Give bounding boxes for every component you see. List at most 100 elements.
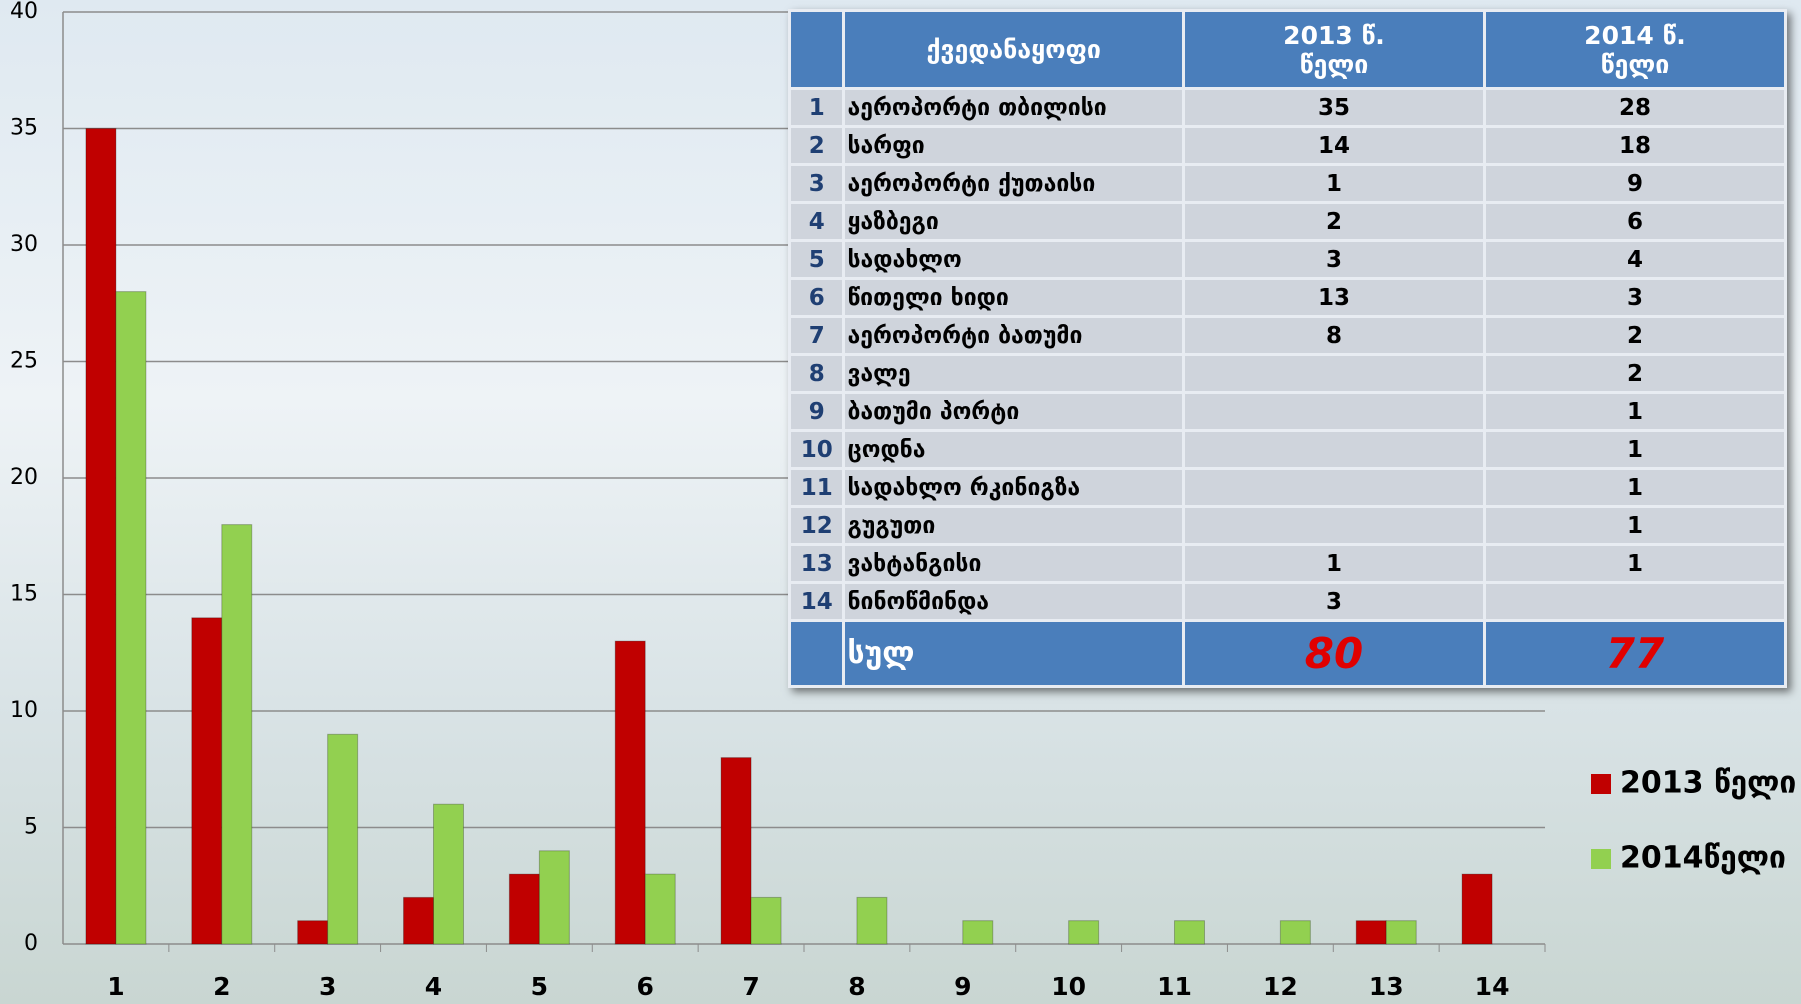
table-cell: აეროპორტი ბათუმი	[842, 315, 1185, 356]
table-cell: 1	[1482, 467, 1788, 508]
table-cell: 3	[1182, 581, 1486, 622]
table-cell: სულ	[842, 619, 1185, 688]
y-tick-label: 5	[24, 815, 38, 840]
table-cell: 14	[787, 581, 846, 622]
table-cell: წითელი ხიდი	[842, 277, 1185, 318]
table-cell	[1182, 391, 1486, 432]
y-tick-label: 30	[10, 232, 38, 257]
bar	[191, 617, 223, 945]
table-cell: 1	[1482, 505, 1788, 546]
table-cell: ქვედანაყოფი	[842, 9, 1185, 90]
table-cell	[787, 9, 846, 90]
table-cell: 3	[787, 163, 846, 204]
table-cell: 13	[787, 543, 846, 584]
table-cell: 5	[787, 239, 846, 280]
bar	[115, 291, 147, 945]
x-tick-label: 1	[107, 972, 124, 1001]
table-cell: ცოდნა	[842, 429, 1185, 470]
bar	[614, 640, 646, 945]
bar	[962, 920, 994, 945]
table-cell: ნინოწმინდა	[842, 581, 1185, 622]
table-cell: ყაზბეგი	[842, 201, 1185, 242]
bar	[1279, 920, 1311, 945]
x-tick-label: 14	[1475, 972, 1510, 1001]
table-cell: სადახლო	[842, 239, 1185, 280]
table-cell: 1	[787, 87, 846, 128]
y-tick-label: 40	[10, 0, 38, 24]
table-cell: 28	[1482, 87, 1788, 128]
table-row: 7 აეროპორტი ბათუმი 8 2	[787, 315, 1788, 356]
table-row: 9 ბათუმი პორტი 1	[787, 391, 1788, 432]
table-row: სულ 80 77	[787, 619, 1788, 688]
table-cell: 8	[1182, 315, 1486, 356]
table-cell: 3	[1182, 239, 1486, 280]
table-cell: ვალე	[842, 353, 1185, 394]
table-cell: 14	[1182, 125, 1486, 166]
x-tick-label: 4	[425, 972, 442, 1001]
table-cell	[787, 619, 846, 688]
table-cell: ვახტანგისი	[842, 543, 1185, 584]
x-tick-label: 12	[1263, 972, 1298, 1001]
table-row: 6 წითელი ხიდი 13 3	[787, 277, 1788, 318]
bar	[856, 896, 888, 945]
table-cell	[1482, 581, 1788, 622]
bar	[1174, 920, 1205, 945]
y-tick-label: 15	[10, 582, 38, 607]
table-row: 2 სარფი 14 18	[787, 125, 1788, 166]
table-cell	[1182, 429, 1486, 470]
table-cell: 2	[787, 125, 846, 166]
bar	[750, 896, 782, 945]
table-row: 3 აეროპორტი ქუთაისი 1 9	[787, 163, 1788, 204]
table-cell: 12	[787, 505, 846, 546]
bar	[1355, 920, 1387, 945]
x-tick-label: 7	[742, 972, 759, 1001]
x-tick-label: 10	[1051, 972, 1086, 1001]
table-cell: 9	[787, 391, 846, 432]
table-cell: 2	[1482, 353, 1788, 394]
bar	[85, 128, 117, 945]
table-cell: 1	[1482, 543, 1788, 584]
table-cell: 7	[787, 315, 846, 356]
table-row: 5 სადახლო 3 4	[787, 239, 1788, 280]
table-row: ქვედანაყოფი 2013 წ. წელი 2014 წ. წელი	[787, 9, 1788, 90]
table-row: 13 ვახტანგისი 1 1	[787, 543, 1788, 584]
x-tick-label: 6	[637, 972, 654, 1001]
bar	[327, 733, 359, 945]
table-cell	[1182, 505, 1486, 546]
table-row: 8 ვალე 2	[787, 353, 1788, 394]
bar	[1385, 920, 1417, 945]
table-row: 4 ყაზბეგი 2 6	[787, 201, 1788, 242]
table-row: 12 გუგუთი 1	[787, 505, 1788, 546]
table-cell: 1	[1482, 391, 1788, 432]
table-cell: 6	[787, 277, 846, 318]
table-cell: 2014 წ. წელი	[1482, 9, 1788, 90]
table-cell: 4	[1482, 239, 1788, 280]
table-cell: ბათუმი პორტი	[842, 391, 1185, 432]
bar	[508, 873, 540, 945]
table-cell	[1182, 467, 1486, 508]
table-cell: სადახლო რკინიგზა	[842, 467, 1185, 508]
table-cell: 9	[1482, 163, 1788, 204]
table-cell: 10	[787, 429, 846, 470]
x-tick-label: 2	[213, 972, 230, 1001]
table-row: 11 სადახლო რკინიგზა 1	[787, 467, 1788, 508]
table-cell: 4	[787, 201, 846, 242]
x-tick-label: 13	[1369, 972, 1404, 1001]
legend-label: 2013 წელი	[1620, 766, 1796, 801]
table-cell: 35	[1182, 87, 1486, 128]
x-tick-label: 5	[531, 972, 548, 1001]
table-cell: 1	[1182, 163, 1486, 204]
table-row: 10 ცოდნა 1	[787, 429, 1788, 470]
x-tick-label: 11	[1157, 972, 1192, 1001]
table-cell: 2	[1482, 315, 1788, 356]
table-cell: 2	[1182, 201, 1486, 242]
x-tick-label: 9	[954, 972, 971, 1001]
bar	[433, 803, 464, 945]
table-row: 1 აეროპორტი თბილისი 35 28	[787, 87, 1788, 128]
table-cell: 1	[1182, 543, 1486, 584]
bar	[644, 873, 676, 945]
bar	[1461, 873, 1493, 945]
table-cell: 13	[1182, 277, 1486, 318]
